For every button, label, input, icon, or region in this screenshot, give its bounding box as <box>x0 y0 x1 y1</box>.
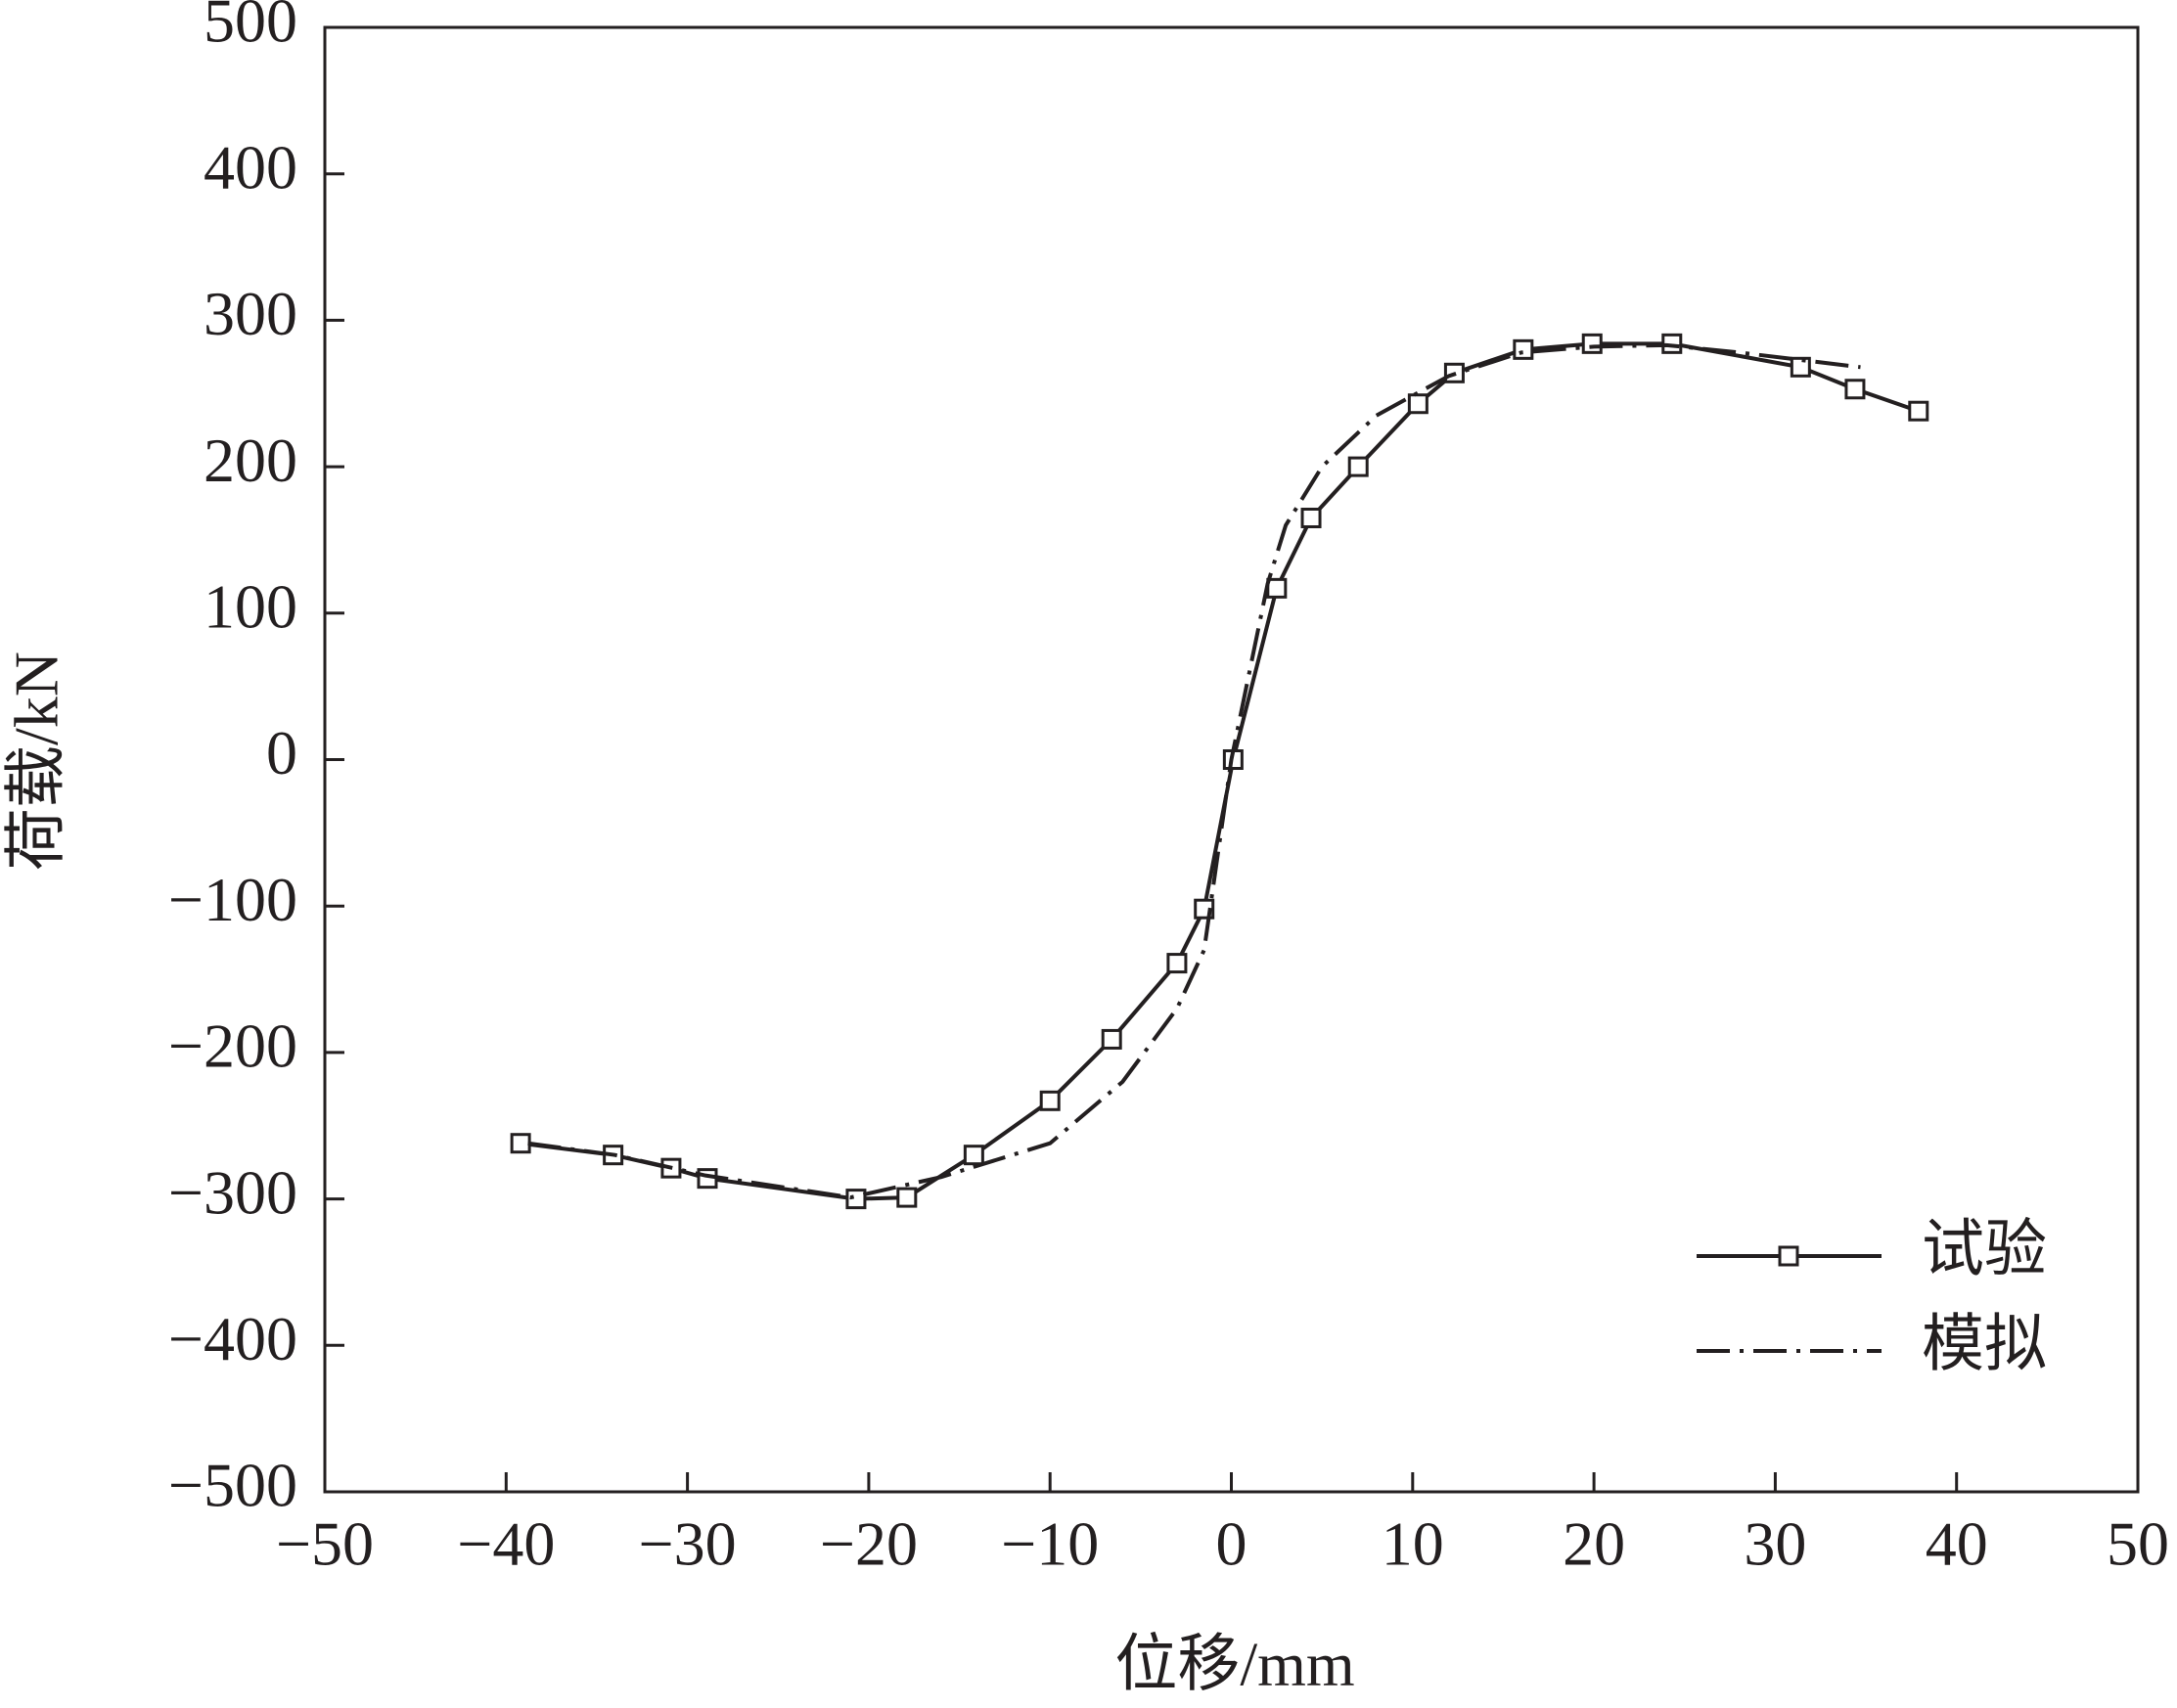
x-axis-label: 位移/mm <box>1114 1630 1354 1699</box>
data-point <box>845 1189 867 1210</box>
x-tick-label: 0 <box>1216 1509 1247 1579</box>
x-tick-label: −50 <box>276 1509 374 1579</box>
x-tick-label: −20 <box>820 1509 918 1579</box>
series-line <box>527 342 1861 1200</box>
data-point <box>1266 577 1288 599</box>
legend-marker <box>1778 1245 1799 1267</box>
x-tick-label: −30 <box>639 1509 737 1579</box>
legend-label: 模拟 <box>1922 1310 2047 1379</box>
x-tick-label: 10 <box>1382 1509 1444 1579</box>
data-point <box>1790 356 1811 378</box>
y-axis-label: 荷载/kN <box>2 652 71 871</box>
x-tick-label: 40 <box>1926 1509 1988 1579</box>
y-tick-label: −300 <box>168 1157 297 1227</box>
y-tick-label: 0 <box>266 718 297 787</box>
series-line <box>520 341 1920 1201</box>
legend-label: 试验 <box>1922 1215 2047 1284</box>
data-point <box>1513 338 1534 360</box>
y-tick-label: −500 <box>168 1451 297 1520</box>
data-point <box>896 1187 918 1208</box>
y-tick-label: −100 <box>168 865 297 934</box>
y-tick-label: 300 <box>204 279 297 348</box>
data-point <box>510 1133 531 1154</box>
data-point <box>1407 393 1429 415</box>
data-point <box>1347 456 1369 477</box>
y-tick-label: 200 <box>204 426 297 495</box>
data-point <box>1908 400 1929 422</box>
data-point <box>1101 1028 1122 1050</box>
data-point <box>963 1145 984 1166</box>
x-tick-label: 30 <box>1744 1509 1806 1579</box>
y-tick-label: 500 <box>204 0 297 56</box>
y-tick-label: 400 <box>204 132 297 202</box>
x-tick-label: 50 <box>2107 1509 2169 1579</box>
data-point <box>1300 507 1322 528</box>
y-tick-label: −200 <box>168 1011 297 1081</box>
data-point <box>1039 1090 1061 1111</box>
x-tick-label: −40 <box>457 1509 555 1579</box>
data-point <box>1166 953 1188 974</box>
data-point <box>1844 379 1866 400</box>
x-tick-label: 20 <box>1563 1509 1625 1579</box>
x-tick-label: −10 <box>1001 1509 1099 1579</box>
y-tick-label: 100 <box>204 571 297 641</box>
y-tick-label: −400 <box>168 1304 297 1373</box>
data-point <box>1581 333 1603 354</box>
